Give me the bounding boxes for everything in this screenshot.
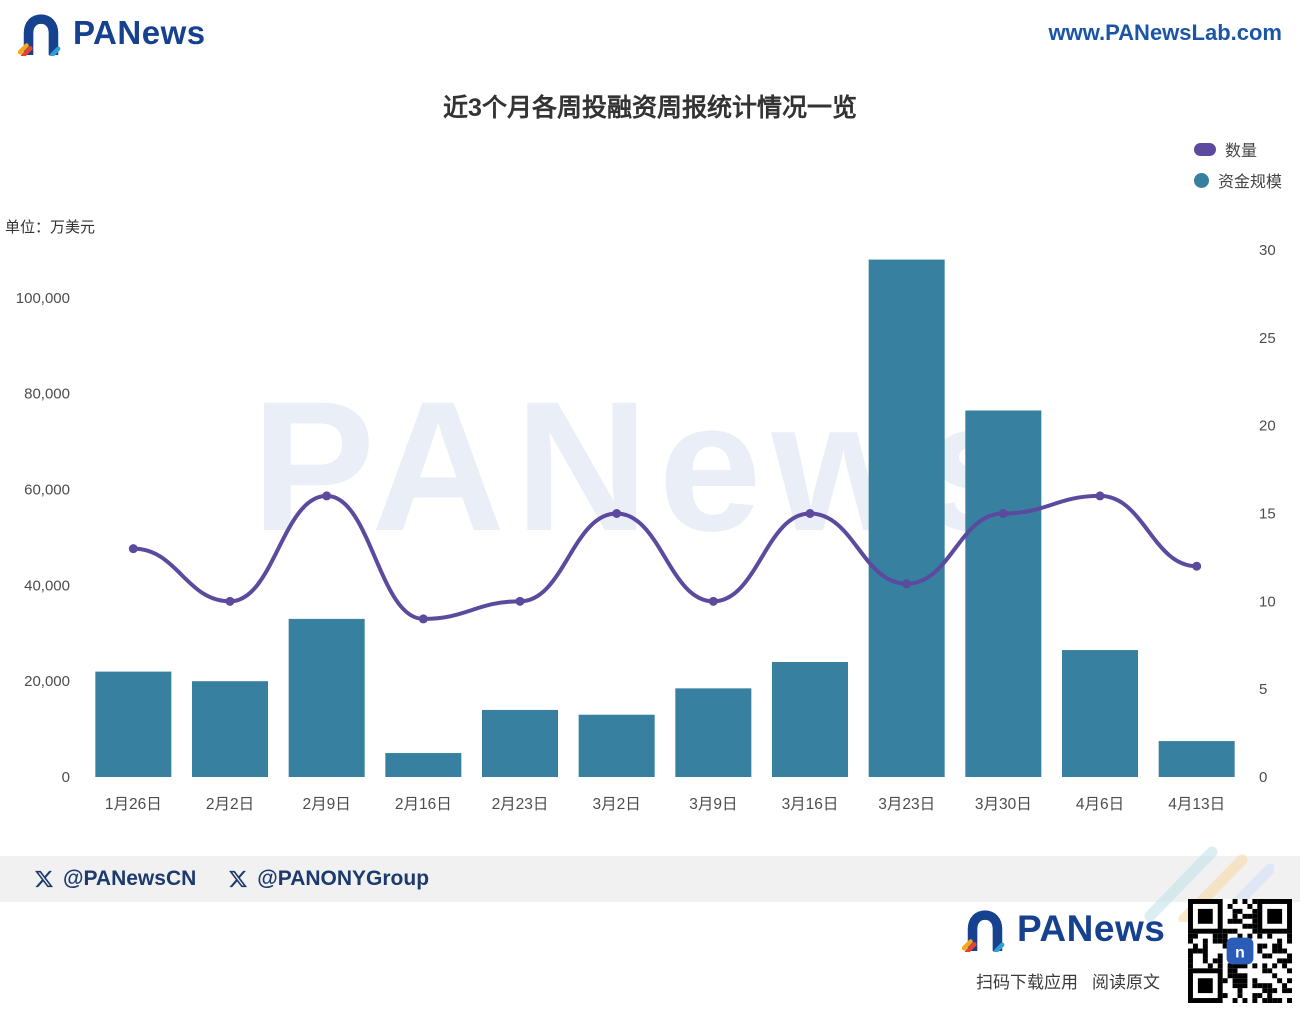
brand-name: PANews <box>73 14 206 51</box>
line-point-3月16日[interactable] <box>805 509 815 518</box>
left-axis-tick: 80,000 <box>24 386 70 403</box>
bar-2月23日[interactable] <box>482 709 558 777</box>
line-point-1月26日[interactable] <box>128 544 138 554</box>
x-axis-label: 1月26日 <box>105 796 162 813</box>
left-axis-tick: 20,000 <box>24 673 70 690</box>
x-axis-label: 2月16日 <box>395 796 452 813</box>
handle-label: @PANONYGroup <box>257 867 430 890</box>
x-axis-label: 2月9日 <box>303 796 351 813</box>
right-axis-tick: 25 <box>1259 330 1276 347</box>
legend-item-funding[interactable]: 资金规模 <box>1193 168 1282 192</box>
x-axis-label: 3月2日 <box>593 796 641 813</box>
line-point-3月23日[interactable] <box>902 579 912 589</box>
header: PANews www.PANewsLab.com <box>0 0 1300 66</box>
panews-logo-icon <box>18 14 61 56</box>
x-axis-label: 3月30日 <box>975 796 1032 813</box>
panews-logo-icon <box>962 910 1005 952</box>
caption-download: 扫码下载应用 <box>976 973 1078 992</box>
line-point-3月30日[interactable] <box>998 509 1008 518</box>
legend-label: 数量 <box>1224 143 1257 160</box>
x-axis-label: 3月23日 <box>878 796 935 813</box>
x-axis-label: 2月23日 <box>492 796 549 813</box>
left-axis-tick: 40,000 <box>24 577 70 594</box>
line-point-2月9日[interactable] <box>322 491 332 501</box>
right-axis-tick: 20 <box>1259 418 1276 435</box>
line-point-2月2日[interactable] <box>225 596 235 606</box>
social-band: @PANewsCN @PANONYGroup <box>0 846 1300 922</box>
bar-3月2日[interactable] <box>578 714 655 777</box>
twitter-handle-panonygroup[interactable]: @PANONYGroup <box>228 867 429 891</box>
line-point-3月2日[interactable] <box>612 509 622 518</box>
line-point-3月9日[interactable] <box>708 596 718 606</box>
x-axis-label: 4月6日 <box>1076 796 1124 813</box>
bar-1月26日[interactable] <box>95 671 172 777</box>
bar-2月2日[interactable] <box>192 681 268 777</box>
qr-code: n <box>1188 899 1292 1003</box>
bar-3月23日[interactable] <box>868 259 945 778</box>
x-twitter-icon <box>229 870 248 888</box>
x-twitter-icon <box>35 870 54 888</box>
header-brand[interactable]: PANews <box>18 10 206 56</box>
site-url-link[interactable]: www.PANewsLab.com <box>1048 20 1283 45</box>
line-point-2月16日[interactable] <box>418 614 428 624</box>
x-axis-label: 2月2日 <box>206 796 254 813</box>
svg-text:n: n <box>1235 944 1245 961</box>
chart-title: 近3个月各周投融资周报统计情况一览 <box>443 94 857 122</box>
unit-label: 单位：万美元 <box>5 219 96 236</box>
brand-name: PANews <box>1017 908 1166 949</box>
footer-brand: PANews <box>962 906 1165 952</box>
left-axis-tick: 60,000 <box>24 482 70 499</box>
bar-3月9日[interactable] <box>675 688 752 777</box>
right-axis-tick: 30 <box>1259 242 1276 259</box>
chart-canvas: PANews020,00040,00060,00080,000100,00005… <box>16 242 1276 813</box>
x-axis-label: 3月16日 <box>782 796 839 813</box>
legend-label: 资金规模 <box>1217 174 1282 191</box>
right-axis-tick: 10 <box>1259 593 1276 610</box>
chart-area: PANews 0 20,000 40,000 60,000 80,000 100,000 0 5… <box>0 232 1300 832</box>
handle-label: @PANewsCN <box>63 867 197 890</box>
bar-2月16日[interactable] <box>385 753 462 777</box>
bar-3月16日[interactable] <box>772 662 848 777</box>
line-point-4月6日[interactable] <box>1095 491 1105 501</box>
chart-legend: 数量资金规模 <box>1193 137 1282 192</box>
x-axis-label: 3月9日 <box>689 796 737 813</box>
right-axis-tick: 5 <box>1259 681 1267 698</box>
line-point-4月13日[interactable] <box>1192 561 1202 571</box>
bar-2月9日[interactable] <box>288 618 365 777</box>
right-axis-tick: 0 <box>1259 769 1267 786</box>
line-point-2月23日[interactable] <box>515 596 525 606</box>
legend-marker <box>1193 172 1209 188</box>
x-axis-label: 4月13日 <box>1168 796 1225 813</box>
bar-4月6日[interactable] <box>1062 650 1138 777</box>
bar-3月30日[interactable] <box>965 410 1042 777</box>
left-axis-tick: 100,000 <box>16 290 70 307</box>
legend-item-count[interactable]: 数量 <box>1193 137 1257 161</box>
bar-4月13日[interactable] <box>1158 741 1235 777</box>
caption-read: 阅读原文 <box>1092 973 1160 992</box>
left-axis-tick: 0 <box>62 769 70 786</box>
footer-caption: 扫码下载应用 阅读原文 <box>976 968 1160 993</box>
legend-marker <box>1193 142 1216 156</box>
twitter-handle-panewscn[interactable]: @PANewsCN <box>34 867 196 891</box>
right-axis-tick: 15 <box>1259 506 1276 523</box>
